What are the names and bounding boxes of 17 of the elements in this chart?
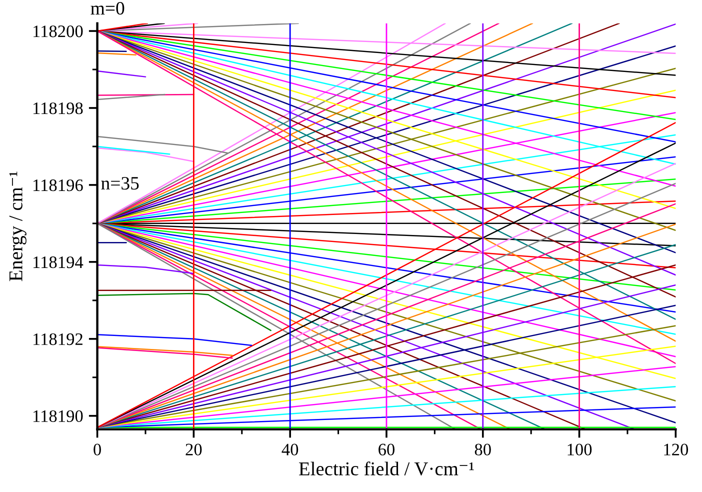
y-tick-label: 118196: [34, 179, 83, 192]
x-tick-label: 60: [378, 444, 395, 456]
x-tick-label: 20: [186, 444, 202, 456]
y-tick-label: 118198: [34, 102, 83, 114]
y-tick-label: 118194: [34, 256, 84, 268]
x-tick-label: 0: [94, 444, 101, 456]
y-tick-label: 118192: [34, 333, 82, 346]
text: m=0: [90, 2, 124, 15]
y-tick-label: 118200: [34, 25, 83, 38]
x-axis-title: Electric field / V·cm⁻¹: [299, 462, 474, 476]
x-tick-label: 40: [282, 444, 298, 456]
y-axis-title: Energy / cm⁻¹: [9, 172, 26, 282]
y-tick-label: 118190: [34, 410, 83, 422]
annotation: n=35: [101, 177, 139, 190]
x-tick-label: 120: [664, 444, 688, 456]
x-tick-label: 100: [568, 444, 592, 456]
x-tick-label: 80: [474, 444, 491, 456]
